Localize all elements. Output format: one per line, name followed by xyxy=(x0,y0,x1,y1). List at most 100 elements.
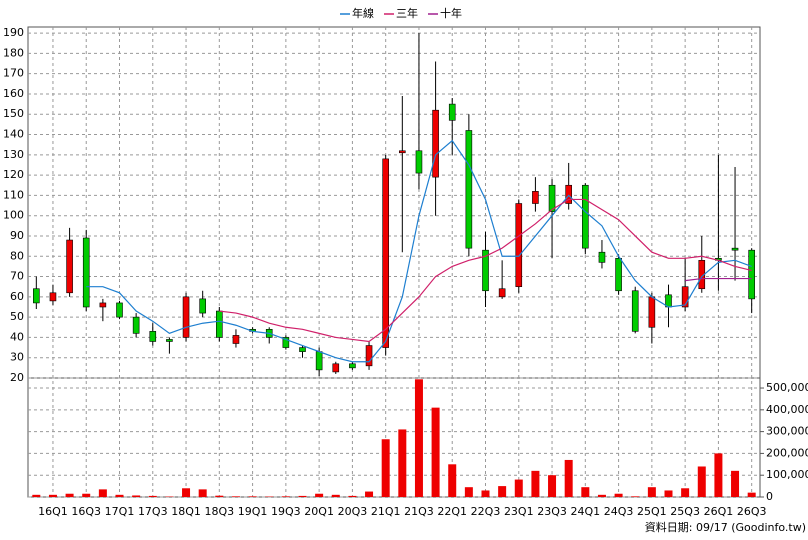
candle-body xyxy=(33,288,40,304)
candle-body xyxy=(631,290,639,332)
volume-bar xyxy=(115,494,124,497)
legend-label: 年線 xyxy=(352,6,374,20)
footer: 資料日期: 09/17 (Goodinfo.tw) xyxy=(645,520,806,534)
volume-bar xyxy=(531,470,540,497)
x-tick-label: 20Q1 xyxy=(304,505,334,518)
x-tick-label: 24Q3 xyxy=(604,505,634,518)
ma-line xyxy=(219,198,752,343)
ma-line xyxy=(86,139,752,363)
x-tick-label: 26Q3 xyxy=(737,505,767,518)
volume-bar xyxy=(614,493,623,497)
y-tick-label: 120 xyxy=(3,168,24,181)
volume-bar xyxy=(65,493,74,497)
volume-bar xyxy=(281,496,290,497)
candle-body xyxy=(582,184,589,249)
volume-bar xyxy=(48,494,57,497)
candle-body xyxy=(49,292,57,302)
volume-bar xyxy=(681,488,690,497)
candle-body xyxy=(349,363,356,369)
volume-bar xyxy=(98,489,107,497)
candle-body xyxy=(432,109,439,178)
volume-bar xyxy=(498,486,507,497)
x-tick-label: 25Q3 xyxy=(670,505,700,518)
y-tick-label: 30 xyxy=(10,351,24,364)
volume-bar xyxy=(182,488,191,497)
candle-body xyxy=(182,296,190,338)
x-tick-label: 25Q1 xyxy=(637,505,667,518)
volume-bar xyxy=(647,487,656,497)
y-tick-label: 170 xyxy=(3,67,24,80)
x-tick-label: 22Q3 xyxy=(471,505,501,518)
volume-bar xyxy=(664,490,673,497)
y-tick-label: 40 xyxy=(10,330,24,343)
legend-label: 三年 xyxy=(396,6,418,20)
y-tick-label: 100 xyxy=(3,209,24,222)
volume-bar xyxy=(597,494,606,497)
plot-frame xyxy=(27,26,761,498)
candle-body xyxy=(465,130,473,249)
y2-tick-label: 0 xyxy=(766,490,773,503)
volume-bar xyxy=(481,490,490,497)
volume-bar xyxy=(215,495,224,497)
volume-bar xyxy=(231,496,240,497)
volume-bar xyxy=(248,496,257,497)
x-tick-label: 18Q3 xyxy=(204,505,234,518)
candle-body xyxy=(382,158,389,348)
y-tick-label: 150 xyxy=(3,107,24,120)
volume-bar xyxy=(514,479,523,497)
x-tick-label: 19Q3 xyxy=(271,505,301,518)
x-tick-label: 22Q1 xyxy=(437,505,467,518)
volume-bar xyxy=(747,492,756,497)
x-tick-label: 23Q1 xyxy=(504,505,534,518)
volume-bar xyxy=(398,429,407,497)
volume-bar xyxy=(315,493,324,497)
candle-body xyxy=(598,251,606,263)
volume-bar xyxy=(82,493,91,497)
y-tick-label: 20 xyxy=(10,371,24,384)
candle-body xyxy=(399,150,406,154)
volume-bar xyxy=(198,489,207,497)
candle-body xyxy=(731,247,739,251)
volume-bar xyxy=(298,495,307,497)
volume-bar xyxy=(548,475,557,497)
candle-body xyxy=(448,103,456,121)
volume-bar xyxy=(697,466,706,497)
candle-body xyxy=(482,249,489,292)
volume-bar xyxy=(631,496,640,497)
x-tick-label: 20Q3 xyxy=(338,505,368,518)
candle-body xyxy=(82,237,90,308)
y2-tick-label: 400,000 xyxy=(766,403,808,416)
x-tick-label: 21Q3 xyxy=(404,505,434,518)
y-tick-label: 180 xyxy=(3,46,24,59)
candle-body xyxy=(149,331,157,342)
x-tick-label: 18Q1 xyxy=(171,505,201,518)
volume-bar xyxy=(448,464,457,497)
candle-body xyxy=(332,363,340,373)
y-tick-label: 160 xyxy=(3,87,24,100)
volume-bar xyxy=(714,453,723,497)
y-tick-label: 90 xyxy=(10,229,24,242)
y-tick-label: 80 xyxy=(10,249,24,262)
candle-body xyxy=(515,203,523,287)
volume-bar xyxy=(348,495,357,497)
y2-tick-label: 500,000 xyxy=(766,381,808,394)
y2-tick-label: 100,000 xyxy=(766,468,808,481)
volume-bar xyxy=(148,495,157,497)
candle-body xyxy=(548,184,556,212)
candle-body xyxy=(681,286,689,308)
candle-body xyxy=(232,335,240,344)
x-tick-label: 17Q1 xyxy=(105,505,135,518)
volume-bar xyxy=(32,494,41,497)
candle-body xyxy=(648,296,656,328)
x-tick-label: 23Q3 xyxy=(537,505,567,518)
volume-bar xyxy=(464,487,473,497)
candle-body xyxy=(498,288,506,298)
x-tick-label: 24Q1 xyxy=(570,505,600,518)
x-tick-label: 21Q1 xyxy=(371,505,401,518)
candle-body xyxy=(199,298,206,314)
y-tick-label: 130 xyxy=(3,148,24,161)
ma-line xyxy=(685,277,752,282)
x-tick-label: 19Q1 xyxy=(238,505,268,518)
volume-bar xyxy=(431,407,440,497)
